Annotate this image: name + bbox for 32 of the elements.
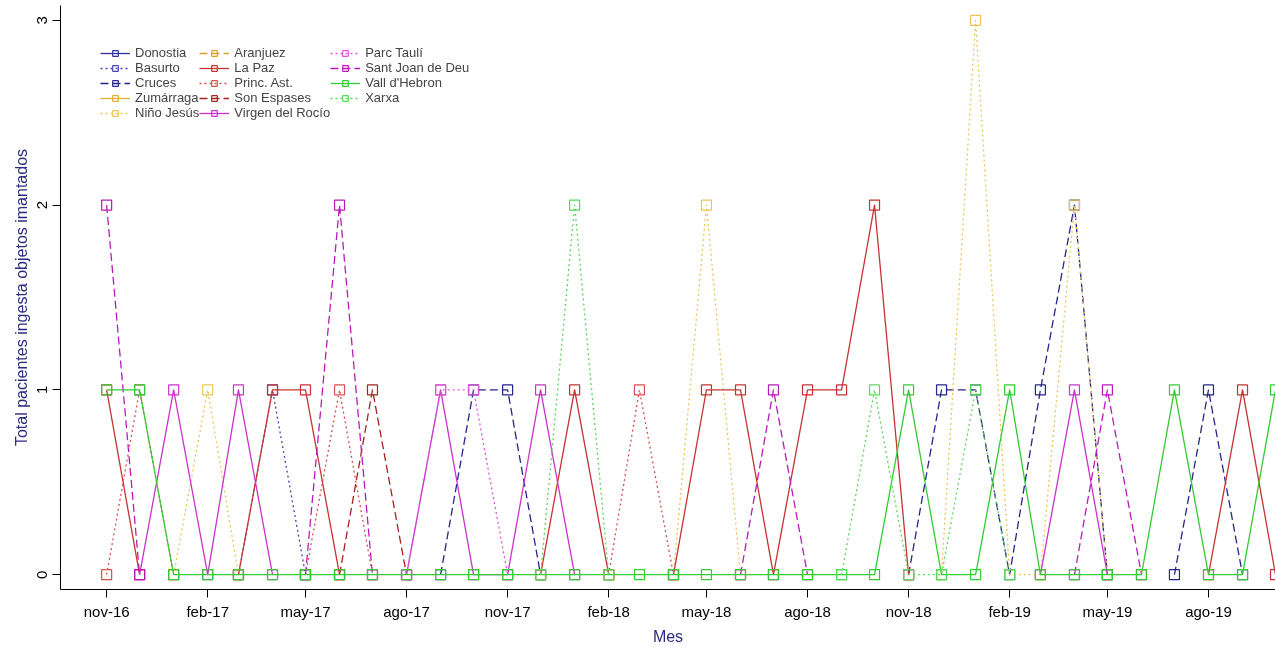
- x-tick-label: feb-18: [587, 602, 630, 620]
- x-tick-label: feb-17: [186, 602, 229, 620]
- legend-label: Son Espases: [234, 90, 311, 105]
- legend-label: Niño Jesús: [135, 105, 200, 120]
- x-tick-label: feb-19: [988, 602, 1031, 620]
- y-tick-label: 1: [33, 385, 51, 395]
- legend-label: Donostia: [135, 45, 187, 60]
- x-tick-label: nov-16: [83, 602, 130, 620]
- x-tick-label: may-17: [280, 602, 331, 620]
- x-tick-label: ago-18: [784, 602, 831, 620]
- legend-label: Virgen del Rocío: [234, 105, 331, 120]
- legend-label: Princ. Ast.: [234, 75, 293, 90]
- x-tick-label: nov-17: [484, 602, 531, 620]
- y-tick-label: 0: [33, 570, 51, 579]
- legend-label: Parc Taulí: [365, 45, 423, 60]
- y-tick-label: 2: [33, 200, 51, 210]
- x-tick-label: ago-19: [1185, 602, 1232, 620]
- y-axis-title: Total pacientes ingesta objetos imantados: [12, 148, 30, 447]
- legend-label: Sant Joan de Deu: [365, 60, 470, 75]
- legend-label: Aranjuez: [234, 45, 286, 60]
- legend-label: Zumárraga: [135, 90, 199, 105]
- x-tick-label: may-19: [1082, 602, 1133, 620]
- legend-label: Xarxa: [365, 90, 400, 105]
- legend-label: Cruces: [135, 75, 177, 90]
- legend-label: Vall d'Hebron: [365, 75, 442, 90]
- legend-label: La Paz: [234, 60, 275, 75]
- x-tick-label: nov-18: [885, 602, 932, 620]
- x-axis-title: Mes: [652, 627, 684, 645]
- x-tick-label: ago-17: [383, 602, 430, 620]
- legend-label: Basurto: [135, 60, 180, 75]
- x-tick-label: may-18: [681, 602, 732, 620]
- y-tick-label: 3: [33, 16, 51, 25]
